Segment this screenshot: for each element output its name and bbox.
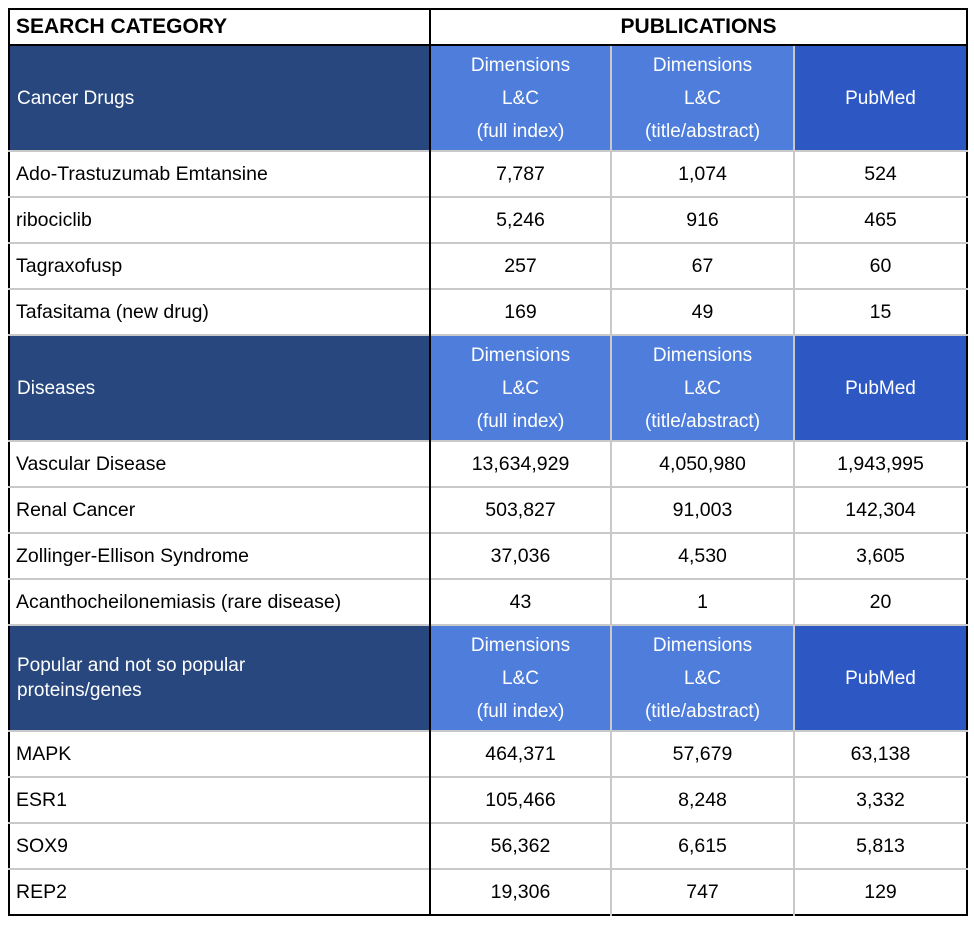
value-cell: 5,246 [430, 197, 611, 243]
table-row: Tafasitama (new drug) 169 49 15 [9, 289, 968, 335]
section-header-row-proteins-genes: Popular and not so popular proteins/gene… [9, 625, 968, 731]
value-cell: 3,332 [792, 777, 968, 823]
value-cell: 56,362 [430, 823, 611, 869]
publications-table: SEARCH CATEGORY PUBLICATIONS Cancer Drug… [8, 8, 969, 916]
table-row: MAPK 464,371 57,679 63,138 [9, 731, 968, 777]
publications-header: PUBLICATIONS [430, 9, 968, 46]
section-header-row-cancer-drugs: Cancer Drugs Dimensions L&C (full index)… [9, 45, 968, 151]
row-label: Vascular Disease [9, 441, 431, 487]
column-header-pubmed: PubMed [792, 45, 968, 151]
value-cell: 4,050,980 [610, 441, 794, 487]
value-cell: 67 [610, 243, 794, 289]
value-cell: 169 [430, 289, 611, 335]
value-cell: 1,943,995 [792, 441, 968, 487]
value-cell: 13,634,929 [430, 441, 611, 487]
value-cell: 63,138 [792, 731, 968, 777]
value-cell: 1 [610, 579, 794, 625]
value-cell: 3,605 [792, 533, 968, 579]
section-label: Cancer Drugs [9, 45, 431, 151]
table-row: ribociclib 5,246 916 465 [9, 197, 968, 243]
row-label: ESR1 [9, 777, 431, 823]
section-label: Popular and not so popular proteins/gene… [9, 625, 431, 731]
value-cell: 20 [792, 579, 968, 625]
value-cell: 6,615 [610, 823, 794, 869]
table-row: ESR1 105,466 8,248 3,332 [9, 777, 968, 823]
value-cell: 49 [610, 289, 794, 335]
value-cell: 465 [792, 197, 968, 243]
section-label: Diseases [9, 335, 431, 441]
value-cell: 43 [430, 579, 611, 625]
row-label: Ado-Trastuzumab Emtansine [9, 151, 431, 197]
column-header-dimensions-title-abstract: Dimensions L&C (title/abstract) [610, 45, 794, 151]
column-header-dimensions-title-abstract: Dimensions L&C (title/abstract) [610, 625, 794, 731]
column-header-pubmed: PubMed [792, 625, 968, 731]
table-row: Ado-Trastuzumab Emtansine 7,787 1,074 52… [9, 151, 968, 197]
row-label: Renal Cancer [9, 487, 431, 533]
column-header-pubmed: PubMed [792, 335, 968, 441]
table-row: Zollinger-Ellison Syndrome 37,036 4,530 … [9, 533, 968, 579]
value-cell: 15 [792, 289, 968, 335]
row-label: Zollinger-Ellison Syndrome [9, 533, 431, 579]
table-row: Acanthocheilonemiasis (rare disease) 43 … [9, 579, 968, 625]
row-label: REP2 [9, 869, 431, 915]
column-header-dimensions-full-index: Dimensions L&C (full index) [430, 335, 611, 441]
value-cell: 916 [610, 197, 794, 243]
value-cell: 257 [430, 243, 611, 289]
value-cell: 464,371 [430, 731, 611, 777]
value-cell: 4,530 [610, 533, 794, 579]
row-label: Tagraxofusp [9, 243, 431, 289]
table-row: REP2 19,306 747 129 [9, 869, 968, 915]
value-cell: 60 [792, 243, 968, 289]
row-label: Tafasitama (new drug) [9, 289, 431, 335]
table-row: Vascular Disease 13,634,929 4,050,980 1,… [9, 441, 968, 487]
value-cell: 57,679 [610, 731, 794, 777]
top-header-row: SEARCH CATEGORY PUBLICATIONS [9, 9, 968, 46]
value-cell: 747 [610, 869, 794, 915]
value-cell: 91,003 [610, 487, 794, 533]
section-header-row-diseases: Diseases Dimensions L&C (full index) Dim… [9, 335, 968, 441]
value-cell: 129 [792, 869, 968, 915]
value-cell: 142,304 [792, 487, 968, 533]
column-header-dimensions-title-abstract: Dimensions L&C (title/abstract) [610, 335, 794, 441]
column-header-dimensions-full-index: Dimensions L&C (full index) [430, 45, 611, 151]
row-label: SOX9 [9, 823, 431, 869]
value-cell: 37,036 [430, 533, 611, 579]
value-cell: 7,787 [430, 151, 611, 197]
value-cell: 524 [792, 151, 968, 197]
row-label: ribociclib [9, 197, 431, 243]
row-label: MAPK [9, 731, 431, 777]
value-cell: 105,466 [430, 777, 611, 823]
row-label: Acanthocheilonemiasis (rare disease) [9, 579, 431, 625]
table-row: Tagraxofusp 257 67 60 [9, 243, 968, 289]
search-category-header: SEARCH CATEGORY [9, 9, 431, 46]
table-row: SOX9 56,362 6,615 5,813 [9, 823, 968, 869]
value-cell: 8,248 [610, 777, 794, 823]
table-row: Renal Cancer 503,827 91,003 142,304 [9, 487, 968, 533]
value-cell: 1,074 [610, 151, 794, 197]
value-cell: 503,827 [430, 487, 611, 533]
column-header-dimensions-full-index: Dimensions L&C (full index) [430, 625, 611, 731]
value-cell: 5,813 [792, 823, 968, 869]
value-cell: 19,306 [430, 869, 611, 915]
